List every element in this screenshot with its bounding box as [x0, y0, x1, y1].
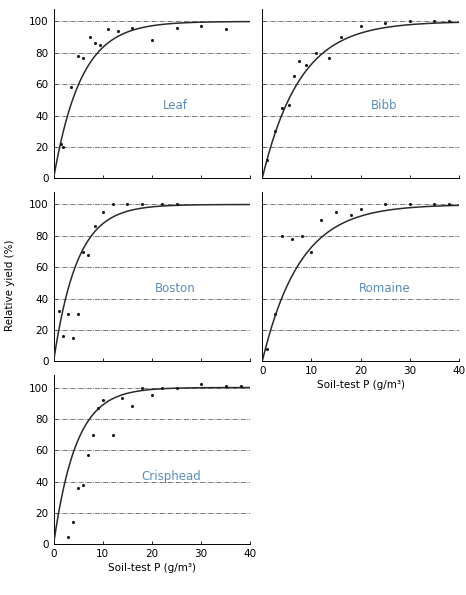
Point	[263, 344, 271, 353]
Text: Crisphead: Crisphead	[142, 470, 202, 483]
Point	[431, 200, 438, 209]
Point	[67, 83, 75, 92]
Point	[263, 155, 271, 164]
Point	[96, 40, 104, 50]
Point	[94, 403, 102, 413]
Point	[337, 32, 345, 42]
Point	[138, 383, 146, 392]
Point	[119, 394, 126, 403]
Point	[65, 309, 72, 319]
Point	[445, 17, 453, 26]
X-axis label: Soil-test P (g/m³): Soil-test P (g/m³)	[316, 380, 404, 390]
Point	[60, 331, 67, 341]
Point	[75, 51, 82, 61]
Point	[129, 23, 136, 33]
X-axis label: Soil-test P (g/m³): Soil-test P (g/m³)	[108, 563, 196, 574]
Point	[123, 200, 131, 209]
Text: Leaf: Leaf	[163, 99, 188, 112]
Point	[158, 200, 165, 209]
Point	[406, 200, 413, 209]
Point	[222, 24, 230, 34]
Point	[357, 21, 364, 31]
Point	[347, 211, 355, 220]
Point	[148, 390, 156, 400]
Point	[84, 250, 92, 259]
Point	[278, 103, 286, 112]
Point	[222, 381, 230, 391]
Point	[57, 139, 65, 149]
Point	[317, 215, 325, 225]
Point	[158, 383, 165, 392]
Point	[55, 306, 62, 316]
Point	[278, 231, 286, 240]
Point	[445, 200, 453, 209]
Point	[332, 208, 340, 217]
Point	[288, 234, 295, 244]
Point	[271, 127, 278, 136]
Point	[65, 532, 72, 541]
Point	[138, 200, 146, 209]
Point	[308, 247, 315, 256]
Point	[173, 200, 180, 209]
Point	[75, 309, 82, 319]
Point	[79, 53, 87, 62]
Point	[87, 32, 94, 42]
Point	[237, 381, 244, 391]
Point	[313, 48, 320, 58]
Point	[104, 24, 111, 34]
Point	[92, 222, 99, 231]
Point	[60, 142, 67, 152]
Point	[382, 18, 389, 28]
Text: Boston: Boston	[155, 282, 196, 295]
Point	[286, 100, 293, 109]
Point	[173, 23, 180, 33]
Point	[295, 56, 303, 65]
Point	[84, 450, 92, 460]
Point	[198, 380, 205, 389]
Text: Romaine: Romaine	[358, 282, 410, 295]
Text: Relative yield (%): Relative yield (%)	[5, 240, 15, 331]
Point	[357, 205, 364, 214]
Point	[271, 309, 278, 319]
Point	[129, 402, 136, 411]
Point	[303, 61, 310, 70]
Point	[114, 26, 121, 36]
Point	[148, 36, 156, 45]
Text: Bibb: Bibb	[371, 99, 397, 112]
Point	[298, 231, 305, 240]
Point	[198, 21, 205, 31]
Point	[406, 17, 413, 26]
Point	[325, 53, 332, 62]
Point	[382, 200, 389, 209]
Point	[92, 39, 99, 48]
Point	[79, 480, 87, 490]
Point	[99, 395, 107, 405]
Point	[109, 200, 116, 209]
Point	[79, 247, 87, 256]
Point	[69, 518, 77, 527]
Point	[290, 71, 298, 81]
Point	[69, 333, 77, 343]
Point	[99, 208, 107, 217]
Point	[109, 430, 116, 439]
Point	[89, 430, 96, 439]
Point	[75, 483, 82, 493]
Point	[173, 383, 180, 392]
Point	[431, 17, 438, 26]
